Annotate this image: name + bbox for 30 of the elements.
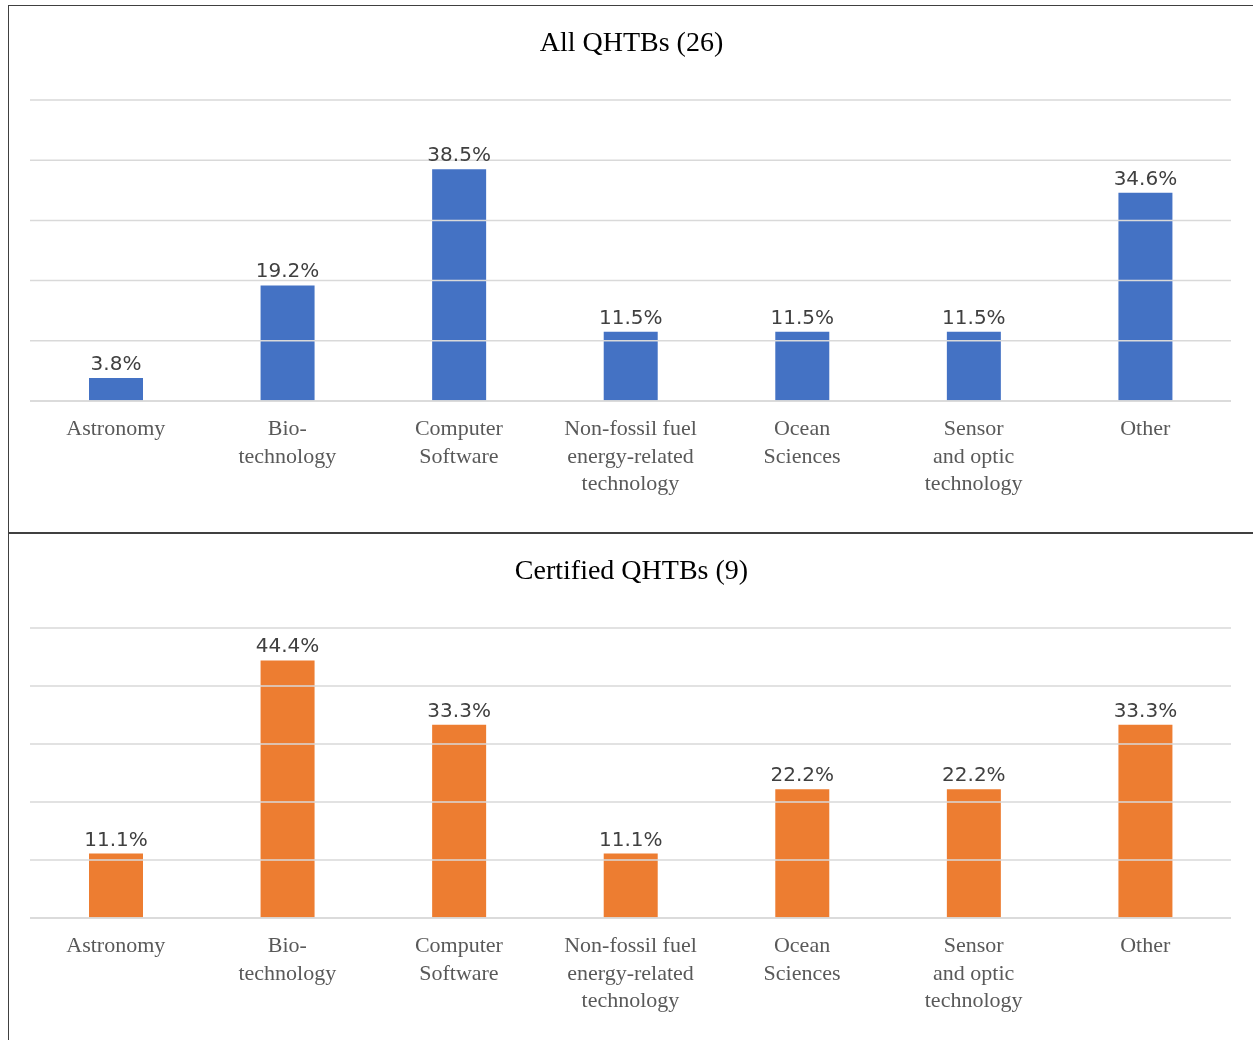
data-label: 19.2%	[255, 258, 320, 283]
x-tick-label: Computer Software	[414, 932, 504, 985]
data-label: 44.4%	[255, 633, 320, 658]
data-label: 34.6%	[1113, 165, 1178, 190]
x-tick-label: Non-fossil fuel energy-related technology	[564, 932, 697, 1012]
x-tick-label: Sensor and optic technology	[924, 932, 1023, 1012]
x-tick-label: Sensor and optic technology	[924, 415, 1023, 495]
data-label: 3.8%	[90, 351, 142, 376]
data-label: 33.3%	[427, 697, 491, 722]
data-label: 11.5%	[598, 304, 663, 329]
x-tick-label: Astronomy	[66, 932, 166, 957]
chart-title: All QHTBs (26)	[538, 26, 725, 58]
data-label: 22.2%	[770, 762, 835, 787]
x-tick-label: Bio- technology	[238, 415, 337, 468]
x-tick-label: Computer Software	[414, 415, 504, 468]
x-tick-label: Other	[1120, 932, 1171, 957]
data-label: 11.5%	[770, 304, 835, 329]
x-tick-label: Bio- technology	[238, 932, 337, 985]
data-label: 22.2%	[942, 762, 1006, 787]
chart-title: Certified QHTBs (9)	[513, 554, 750, 586]
data-label: 11.5%	[942, 304, 1006, 329]
data-label: 33.3%	[1113, 697, 1178, 722]
x-tick-label: Other	[1120, 415, 1171, 440]
x-tick-label: Ocean Sciences	[763, 415, 841, 468]
x-tick-label: Astronomy	[66, 415, 166, 440]
data-label: 11.1%	[84, 826, 148, 851]
x-tick-label: Ocean Sciences	[763, 932, 841, 985]
data-label: 38.5%	[427, 142, 491, 167]
data-label: 11.1%	[598, 826, 663, 851]
x-tick-label: Non-fossil fuel energy-related technology	[564, 415, 697, 495]
